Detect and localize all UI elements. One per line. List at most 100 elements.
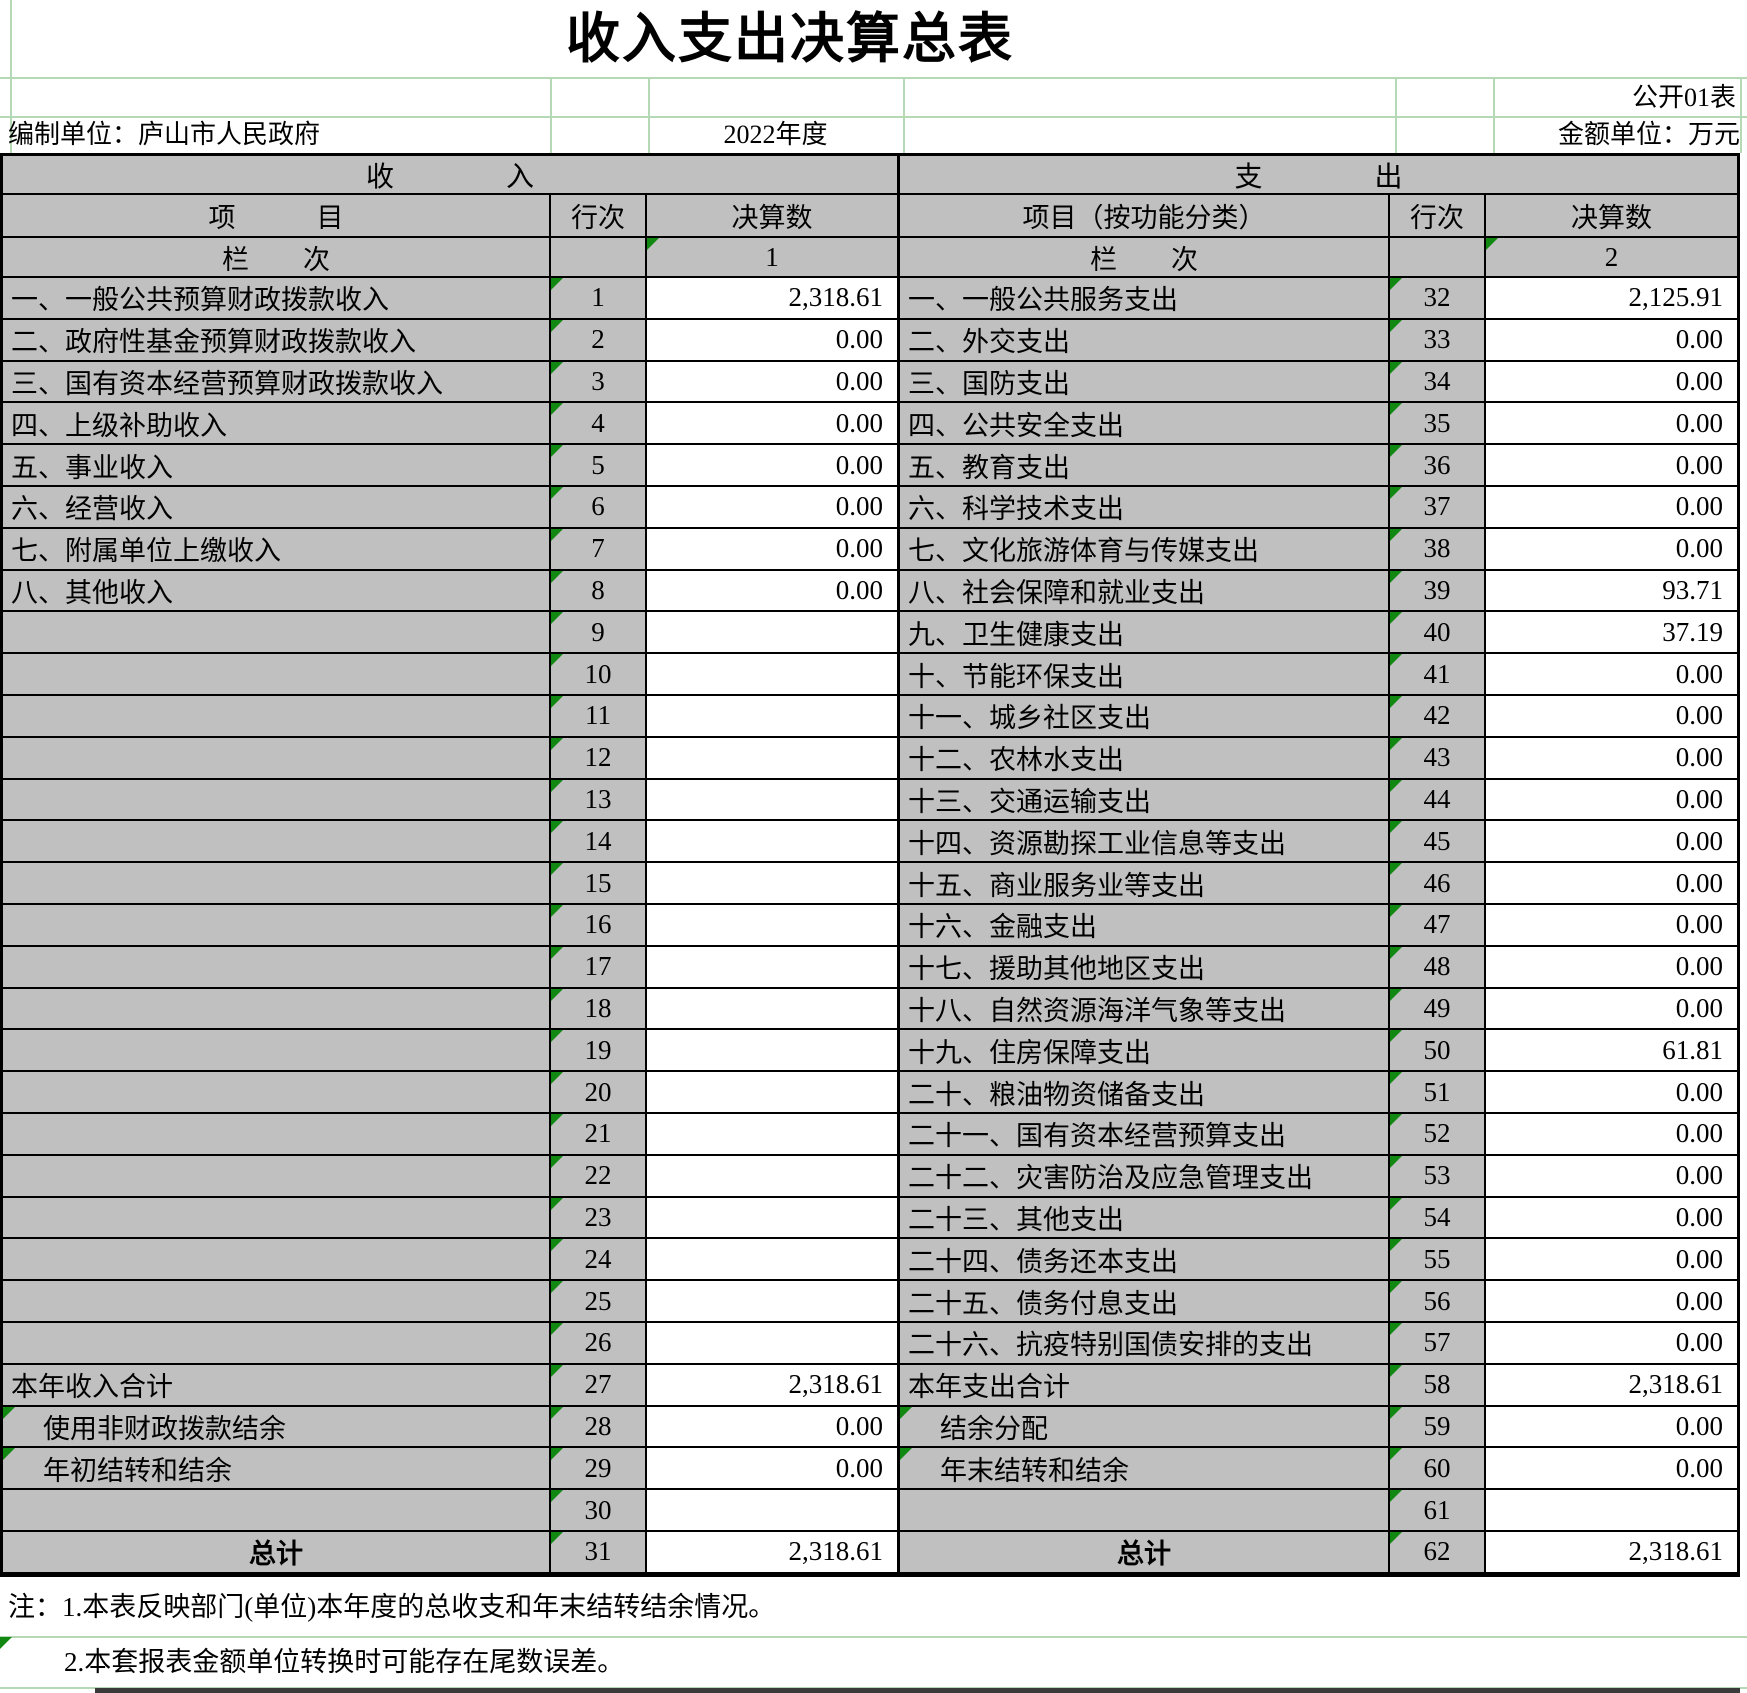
expenditure-amount-cell: 0.00 bbox=[1486, 654, 1737, 696]
expenditure-item-cell-text: 十四、资源勘探工业信息等支出 bbox=[908, 828, 1286, 859]
income-item-cell bbox=[3, 1030, 551, 1073]
expenditure-item-cell-text: 总计 bbox=[1117, 1539, 1171, 1570]
expenditure-item-cell: 二十六、抗疫特别国债安排的支出 bbox=[900, 1322, 1390, 1365]
error-triangle-icon bbox=[551, 445, 563, 458]
expenditure-amount-cell: 0.00 bbox=[1486, 1239, 1737, 1282]
expenditure-rowno-cell-text: 59 bbox=[1423, 1410, 1451, 1441]
expenditure-item-cell-text: 十二、农林水支出 bbox=[908, 745, 1124, 776]
expenditure-amount-cell-text: 0.00 bbox=[1675, 1201, 1723, 1232]
income-rowno-cell-text: 8 bbox=[591, 574, 605, 605]
expenditure-rowno-cell: 45 bbox=[1390, 821, 1486, 864]
error-triangle-icon bbox=[1390, 1406, 1402, 1419]
expenditure-amount-cell: 0.00 bbox=[1486, 319, 1737, 362]
expenditure-rowno-cell: 43 bbox=[1390, 737, 1486, 780]
error-triangle-icon bbox=[551, 1281, 563, 1294]
expenditure-amount-cell-text: 0.00 bbox=[1675, 1076, 1723, 1107]
error-triangle-icon bbox=[551, 1490, 563, 1503]
expenditure-amount-cell-text: 0.00 bbox=[1675, 1410, 1723, 1441]
expenditure-amount-cell: 0.00 bbox=[1486, 1113, 1737, 1156]
expenditure-item-cell: 十四、资源勘探工业信息等支出 bbox=[900, 821, 1390, 864]
error-triangle-icon bbox=[1390, 1448, 1402, 1461]
gridline-vertical bbox=[1395, 78, 1397, 153]
expenditure-rowno-cell-text: 47 bbox=[1423, 909, 1451, 940]
income-rowno-cell-text: 24 bbox=[584, 1243, 612, 1274]
expenditure-item-cell: 二十五、债务付息支出 bbox=[900, 1281, 1390, 1323]
expenditure-lanci-colno-cell: 2 bbox=[1486, 238, 1737, 278]
income-item-cell: 一、一般公共预算财政拨款收入 bbox=[3, 278, 551, 320]
expenditure-item-cell-text: 二十四、债务还本支出 bbox=[908, 1246, 1178, 1277]
expenditure-amount-cell: 0.00 bbox=[1486, 779, 1737, 822]
income-item-cell: 二、政府性基金预算财政拨款收入 bbox=[3, 319, 551, 362]
expenditure-amount-cell: 0.00 bbox=[1486, 1197, 1737, 1240]
income-rowno-cell: 11 bbox=[551, 695, 647, 738]
expenditure-amount-cell-text: 2,318.61 bbox=[1628, 1536, 1724, 1567]
expenditure-item-cell: 十八、自然资源海洋气象等支出 bbox=[900, 988, 1390, 1031]
error-triangle-icon bbox=[551, 1531, 563, 1544]
expenditure-rowno-cell: 33 bbox=[1390, 319, 1486, 362]
expenditure-lanci-rowno-cell bbox=[1390, 238, 1486, 278]
expenditure-amount-cell: 0.00 bbox=[1486, 946, 1737, 989]
error-triangle-icon bbox=[1390, 1197, 1402, 1210]
expenditure-amount-cell: 0.00 bbox=[1486, 403, 1737, 446]
expenditure-amount-cell-text: 0.00 bbox=[1675, 1118, 1723, 1149]
income-rowno-cell: 9 bbox=[551, 612, 647, 655]
income-rowno-cell-text: 31 bbox=[584, 1536, 612, 1567]
expenditure-amount-cell: 2,318.61 bbox=[1486, 1531, 1737, 1574]
income-amount-cell: 0.00 bbox=[647, 319, 900, 362]
income-rowno-cell-text: 21 bbox=[584, 1118, 612, 1149]
expenditure-item-cell-text: 六、科学技术支出 bbox=[908, 494, 1124, 525]
income-rowno-cell: 5 bbox=[551, 445, 647, 487]
expenditure-amount-cell-text: 2,125.91 bbox=[1628, 282, 1724, 313]
error-triangle-icon bbox=[551, 737, 563, 750]
gridline-vertical bbox=[1740, 78, 1742, 153]
error-triangle-icon bbox=[1390, 946, 1402, 959]
income-rowno-cell: 3 bbox=[551, 361, 647, 404]
income-item-cell: 七、附属单位上缴收入 bbox=[3, 528, 551, 571]
expenditure-item-cell: 年末结转和结余 bbox=[900, 1448, 1390, 1491]
income-rowno-cell: 18 bbox=[551, 988, 647, 1031]
fiscal-year-label: 2022年度 bbox=[723, 120, 828, 149]
expenditure-rowno-cell-text: 53 bbox=[1423, 1160, 1451, 1191]
income-item-cell bbox=[3, 779, 551, 822]
expenditure-amount-cell: 0.00 bbox=[1486, 737, 1737, 780]
expenditure-rowno-cell: 53 bbox=[1390, 1155, 1486, 1198]
expenditure-amount-cell-text: 0.00 bbox=[1675, 1452, 1723, 1483]
income-rowno-cell: 23 bbox=[551, 1197, 647, 1240]
error-triangle-icon bbox=[551, 654, 563, 667]
expenditure-rowno-cell: 39 bbox=[1390, 570, 1486, 613]
income-item-cell-text: 使用非财政拨款结余 bbox=[43, 1413, 286, 1444]
income-rowno-cell-text: 6 bbox=[591, 491, 605, 522]
expenditure-amount-cell-text: 61.81 bbox=[1662, 1034, 1723, 1065]
expenditure-amount-cell-text: 0.00 bbox=[1675, 407, 1723, 438]
expenditure-item-cell: 三、国防支出 bbox=[900, 361, 1390, 404]
expenditure-amount-cell: 37.19 bbox=[1486, 612, 1737, 655]
expenditure-rowno-cell-text: 40 bbox=[1423, 616, 1451, 647]
expenditure-amount-cell-text: 0.00 bbox=[1675, 449, 1723, 480]
expenditure-rowno-cell-text: 57 bbox=[1423, 1327, 1451, 1358]
income-rowno-cell: 30 bbox=[551, 1490, 647, 1532]
expenditure-item-cell: 七、文化旅游体育与传媒支出 bbox=[900, 528, 1390, 571]
error-triangle-icon bbox=[1390, 486, 1402, 499]
error-triangle-icon bbox=[1390, 612, 1402, 625]
error-triangle-icon bbox=[551, 278, 563, 290]
expenditure-item-cell-text: 九、卫生健康支出 bbox=[908, 619, 1124, 650]
income-amount-cell bbox=[647, 737, 900, 780]
income-rowno-cell-text: 28 bbox=[584, 1410, 612, 1441]
income-amount-cell bbox=[647, 904, 900, 947]
expenditure-rowno-cell: 54 bbox=[1390, 1197, 1486, 1240]
error-triangle-icon bbox=[551, 1030, 563, 1043]
expenditure-item-cell: 十五、商业服务业等支出 bbox=[900, 863, 1390, 905]
income-rowno-cell: 14 bbox=[551, 821, 647, 864]
income-amount-cell-text: 0.00 bbox=[835, 533, 883, 564]
income-amount-cell-text: 0.00 bbox=[835, 365, 883, 396]
expenditure-item-cell-text: 十九、住房保障支出 bbox=[908, 1037, 1151, 1068]
bottom-edge-strip bbox=[95, 1688, 1740, 1693]
gridline-horizontal bbox=[0, 116, 1747, 118]
income-rowno-cell-text: 22 bbox=[584, 1160, 612, 1191]
expenditure-item-cell: 十七、援助其他地区支出 bbox=[900, 946, 1390, 989]
income-rowno-cell-text: 4 bbox=[591, 407, 605, 438]
income-item-cell bbox=[3, 988, 551, 1031]
error-triangle-icon bbox=[551, 1072, 563, 1085]
expenditure-item-cell-text: 十一、城乡社区支出 bbox=[908, 703, 1151, 734]
